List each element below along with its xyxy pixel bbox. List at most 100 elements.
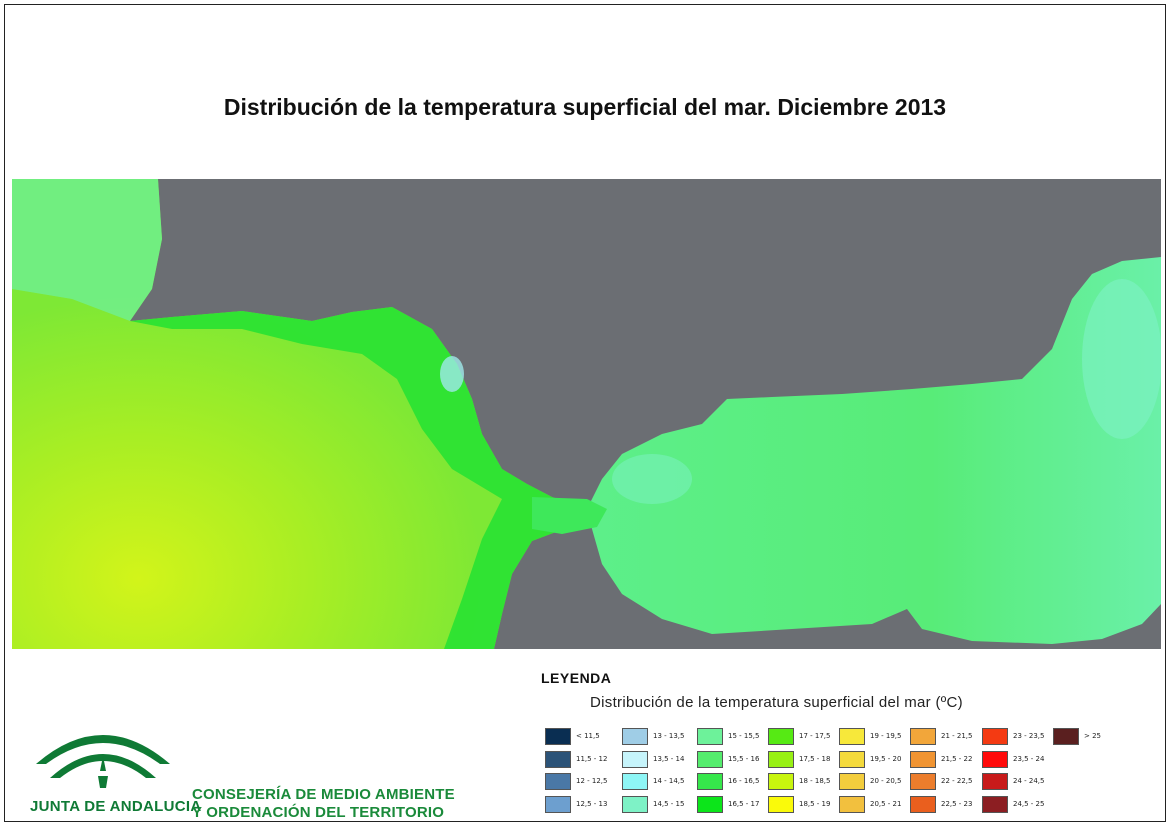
sst-map	[12, 179, 1161, 649]
legend-swatch	[982, 772, 1008, 790]
legend-label: 22 - 22,5	[941, 777, 973, 785]
legend-label: 24 - 24,5	[1013, 777, 1045, 785]
legend-swatch	[1053, 727, 1079, 745]
legend-label: 19 - 19,5	[870, 732, 902, 740]
legend-item: 13 - 13,5	[622, 727, 684, 745]
legend-swatch	[697, 727, 723, 745]
legend-label: 24,5 - 25	[1013, 800, 1045, 808]
legend-swatch	[622, 727, 648, 745]
legend-label: 13,5 - 14	[653, 755, 685, 763]
legend-item: 18,5 - 19	[768, 795, 830, 813]
legend-swatch	[982, 795, 1008, 813]
legend-item: 14,5 - 15	[622, 795, 684, 813]
legend-swatch	[839, 727, 865, 745]
legend-label: 17,5 - 18	[799, 755, 831, 763]
legend-item: 12 - 12,5	[545, 772, 607, 790]
legend-label: 18 - 18,5	[799, 777, 831, 785]
legend-swatch	[545, 750, 571, 768]
legend-item: > 25	[1053, 727, 1101, 745]
page-title: Distribución de la temperatura superfici…	[223, 94, 947, 120]
legend-swatch	[697, 772, 723, 790]
legend-item: 19,5 - 20	[839, 750, 901, 768]
legend-label: < 11,5	[576, 732, 600, 740]
legend-swatch	[768, 750, 794, 768]
legend-item: 13,5 - 14	[622, 750, 684, 768]
legend-item: 20,5 - 21	[839, 795, 901, 813]
legend-label: 18,5 - 19	[799, 800, 831, 808]
legend-item: 23 - 23,5	[982, 727, 1044, 745]
legend-swatch	[622, 772, 648, 790]
legend-item: 17,5 - 18	[768, 750, 830, 768]
legend-label: 12,5 - 13	[576, 800, 608, 808]
legend-label: 16,5 - 17	[728, 800, 760, 808]
atlantic-ocean	[12, 179, 587, 649]
legend-label: 14 - 14,5	[653, 777, 685, 785]
legend-swatch	[697, 750, 723, 768]
legend-label: 16 - 16,5	[728, 777, 760, 785]
legend-item: 16 - 16,5	[697, 772, 759, 790]
coastal-band	[130, 307, 587, 649]
legend-label: 20 - 20,5	[870, 777, 902, 785]
legend-item: 12,5 - 13	[545, 795, 607, 813]
legend-item: 16,5 - 17	[697, 795, 759, 813]
legend-label: 11,5 - 12	[576, 755, 608, 763]
junta-logo-icon	[36, 735, 170, 788]
legend-item: 15,5 - 16	[697, 750, 759, 768]
cool-patch	[1082, 279, 1161, 439]
legend-swatch	[545, 795, 571, 813]
legend-swatch	[545, 727, 571, 745]
legend-swatch	[545, 772, 571, 790]
legend-swatch	[697, 795, 723, 813]
legend-label: 21 - 21,5	[941, 732, 973, 740]
legend-swatch	[982, 750, 1008, 768]
legend-item: 24 - 24,5	[982, 772, 1044, 790]
legend-subtitle: Distribución de la temperatura superfici…	[590, 694, 963, 711]
legend-label: 23,5 - 24	[1013, 755, 1045, 763]
northwest-water	[12, 179, 162, 321]
legend-label: > 25	[1084, 732, 1101, 740]
legend-item: 17 - 17,5	[768, 727, 830, 745]
legend-swatch	[768, 795, 794, 813]
legend-swatch	[910, 795, 936, 813]
legend-item: 20 - 20,5	[839, 772, 901, 790]
legend-swatch	[910, 750, 936, 768]
strait-water	[532, 497, 607, 534]
legend-label: 22,5 - 23	[941, 800, 973, 808]
legend-item: 23,5 - 24	[982, 750, 1044, 768]
legend-item: 21 - 21,5	[910, 727, 972, 745]
legend-swatch	[839, 795, 865, 813]
legend-swatch	[768, 727, 794, 745]
legend-item: 24,5 - 25	[982, 795, 1044, 813]
legend-swatch	[910, 727, 936, 745]
legend-item: 11,5 - 12	[545, 750, 607, 768]
legend-swatch	[768, 772, 794, 790]
legend-label: 12 - 12,5	[576, 777, 608, 785]
legend-swatch	[910, 772, 936, 790]
legend-item: < 11,5	[545, 727, 600, 745]
legend-label: 17 - 17,5	[799, 732, 831, 740]
legend-item: 19 - 19,5	[839, 727, 901, 745]
logo-text: JUNTA DE ANDALUCIA	[30, 798, 202, 815]
legend-label: 23 - 23,5	[1013, 732, 1045, 740]
legend-swatch	[622, 795, 648, 813]
mediterranean-sea	[587, 257, 1161, 644]
organization-line-1: CONSEJERÍA DE MEDIO AMBIENTE	[192, 786, 455, 803]
legend-item: 18 - 18,5	[768, 772, 830, 790]
legend-label: 13 - 13,5	[653, 732, 685, 740]
legend-label: 15 - 15,5	[728, 732, 760, 740]
legend-item: 22,5 - 23	[910, 795, 972, 813]
legend-swatch	[982, 727, 1008, 745]
legend-swatch	[839, 750, 865, 768]
cool-patch	[612, 454, 692, 504]
cool-patch	[440, 356, 464, 392]
legend-swatch	[622, 750, 648, 768]
legend-item: 15 - 15,5	[697, 727, 759, 745]
legend-label: 19,5 - 20	[870, 755, 902, 763]
legend-label: 20,5 - 21	[870, 800, 902, 808]
organization-line-2: Y ORDENACIÓN DEL TERRITORIO	[192, 804, 445, 821]
legend-item: 22 - 22,5	[910, 772, 972, 790]
legend-label: 14,5 - 15	[653, 800, 685, 808]
legend-swatch	[839, 772, 865, 790]
legend-item: 14 - 14,5	[622, 772, 684, 790]
legend-label: 21,5 - 22	[941, 755, 973, 763]
